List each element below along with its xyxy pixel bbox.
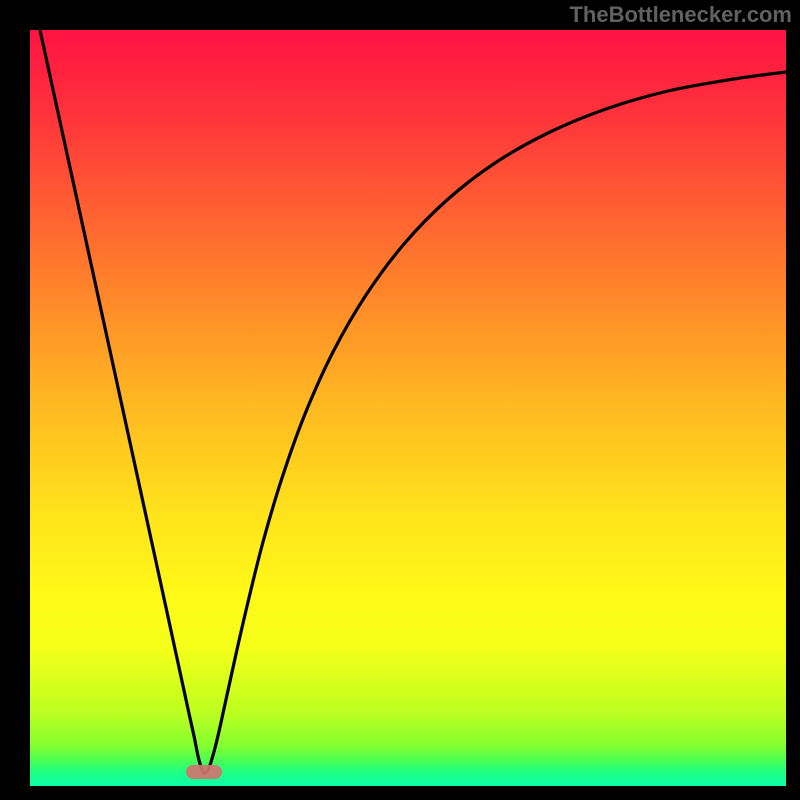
watermark-text: TheBottlenecker.com (569, 2, 792, 28)
bottleneck-curve (0, 0, 800, 800)
chart-container: TheBottlenecker.com (0, 0, 800, 800)
optimal-marker (186, 765, 222, 779)
